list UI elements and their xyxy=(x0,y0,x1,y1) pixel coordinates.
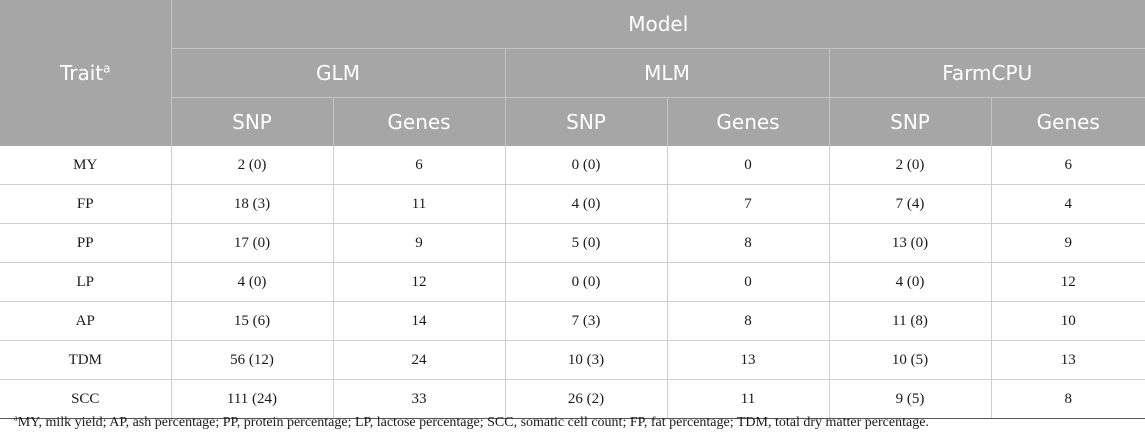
footnote-sup: a xyxy=(14,413,18,423)
table-header: Traita Model GLM MLM FarmCPU SNP Genes S… xyxy=(0,0,1145,146)
glm-genes-cell: 14 xyxy=(332,301,505,341)
glm-snp-cell: 15 (6) xyxy=(170,301,333,341)
farmcpu-genes-cell: 8 xyxy=(990,379,1145,419)
header-mlm-snp: SNP xyxy=(504,97,667,146)
farmcpu-snp-cell: 11 (8) xyxy=(828,301,991,341)
header-mlm-genes: Genes xyxy=(666,97,829,146)
trait-cell: PP xyxy=(0,223,171,263)
mlm-genes-cell: 0 xyxy=(666,146,829,185)
mlm-genes-cell: 8 xyxy=(666,301,829,341)
farmcpu-genes-cell: 9 xyxy=(990,223,1145,263)
farmcpu-genes-cell: 12 xyxy=(990,262,1145,302)
farmcpu-snp-cell: 13 (0) xyxy=(828,223,991,263)
table-body: MY 2 (0) 6 0 (0) 0 2 (0) 6 FP 18 (3) 11 … xyxy=(0,146,1145,419)
table-row: TDM 56 (12) 24 10 (3) 13 10 (5) 13 xyxy=(0,340,1145,380)
farmcpu-genes-cell: 13 xyxy=(990,340,1145,380)
farmcpu-snp-cell: 9 (5) xyxy=(828,379,991,419)
results-table: Traita Model GLM MLM FarmCPU SNP Genes S… xyxy=(0,0,1145,419)
table-footnote: aMY, milk yield; AP, ash percentage; PP,… xyxy=(14,413,929,431)
mlm-genes-cell: 11 xyxy=(666,379,829,419)
glm-genes-cell: 33 xyxy=(332,379,505,419)
farmcpu-snp-cell: 2 (0) xyxy=(828,146,991,185)
mlm-snp-cell: 0 (0) xyxy=(504,262,667,302)
trait-cell: FP xyxy=(0,184,171,224)
table-row: PP 17 (0) 9 5 (0) 8 13 (0) 9 xyxy=(0,223,1145,263)
glm-genes-cell: 24 xyxy=(332,340,505,380)
header-farmcpu-snp: SNP xyxy=(828,97,991,146)
header-glm-snp: SNP xyxy=(170,97,333,146)
glm-snp-cell: 18 (3) xyxy=(170,184,333,224)
mlm-snp-cell: 7 (3) xyxy=(504,301,667,341)
farmcpu-genes-cell: 6 xyxy=(990,146,1145,185)
glm-genes-cell: 6 xyxy=(332,146,505,185)
farmcpu-snp-cell: 7 (4) xyxy=(828,184,991,224)
trait-cell: SCC xyxy=(0,379,171,419)
farmcpu-snp-cell: 4 (0) xyxy=(828,262,991,302)
mlm-genes-cell: 7 xyxy=(666,184,829,224)
trait-cell: AP xyxy=(0,301,171,341)
glm-snp-cell: 4 (0) xyxy=(170,262,333,302)
glm-snp-cell: 56 (12) xyxy=(170,340,333,380)
mlm-genes-cell: 8 xyxy=(666,223,829,263)
trait-cell: LP xyxy=(0,262,171,302)
mlm-snp-cell: 0 (0) xyxy=(504,146,667,185)
header-model-farmcpu: FarmCPU xyxy=(828,48,1145,98)
glm-genes-cell: 12 xyxy=(332,262,505,302)
farmcpu-genes-cell: 4 xyxy=(990,184,1145,224)
header-farmcpu-genes: Genes xyxy=(990,97,1145,146)
farmcpu-genes-cell: 10 xyxy=(990,301,1145,341)
header-model: Model xyxy=(170,0,1145,49)
mlm-snp-cell: 10 (3) xyxy=(504,340,667,380)
table-row: LP 4 (0) 12 0 (0) 0 4 (0) 12 xyxy=(0,262,1145,302)
table-row: SCC 111 (24) 33 26 (2) 11 9 (5) 8 xyxy=(0,379,1145,419)
header-trait-sup: a xyxy=(103,61,111,76)
farmcpu-snp-cell: 10 (5) xyxy=(828,340,991,380)
glm-snp-cell: 17 (0) xyxy=(170,223,333,263)
header-model-mlm: MLM xyxy=(504,48,829,98)
glm-genes-cell: 11 xyxy=(332,184,505,224)
header-model-glm: GLM xyxy=(170,48,505,98)
mlm-snp-cell: 4 (0) xyxy=(504,184,667,224)
trait-cell: MY xyxy=(0,146,171,185)
mlm-snp-cell: 26 (2) xyxy=(504,379,667,419)
header-trait: Traita xyxy=(0,0,171,146)
trait-cell: TDM xyxy=(0,340,171,380)
footnote-text: MY, milk yield; AP, ash percentage; PP, … xyxy=(17,415,929,430)
header-trait-label: Trait xyxy=(59,61,104,85)
mlm-snp-cell: 5 (0) xyxy=(504,223,667,263)
table-row: AP 15 (6) 14 7 (3) 8 11 (8) 10 xyxy=(0,301,1145,341)
glm-snp-cell: 2 (0) xyxy=(170,146,333,185)
glm-snp-cell: 111 (24) xyxy=(170,379,333,419)
glm-genes-cell: 9 xyxy=(332,223,505,263)
mlm-genes-cell: 0 xyxy=(666,262,829,302)
mlm-genes-cell: 13 xyxy=(666,340,829,380)
header-glm-genes: Genes xyxy=(332,97,505,146)
table-row: MY 2 (0) 6 0 (0) 0 2 (0) 6 xyxy=(0,146,1145,185)
table-row: FP 18 (3) 11 4 (0) 7 7 (4) 4 xyxy=(0,184,1145,224)
